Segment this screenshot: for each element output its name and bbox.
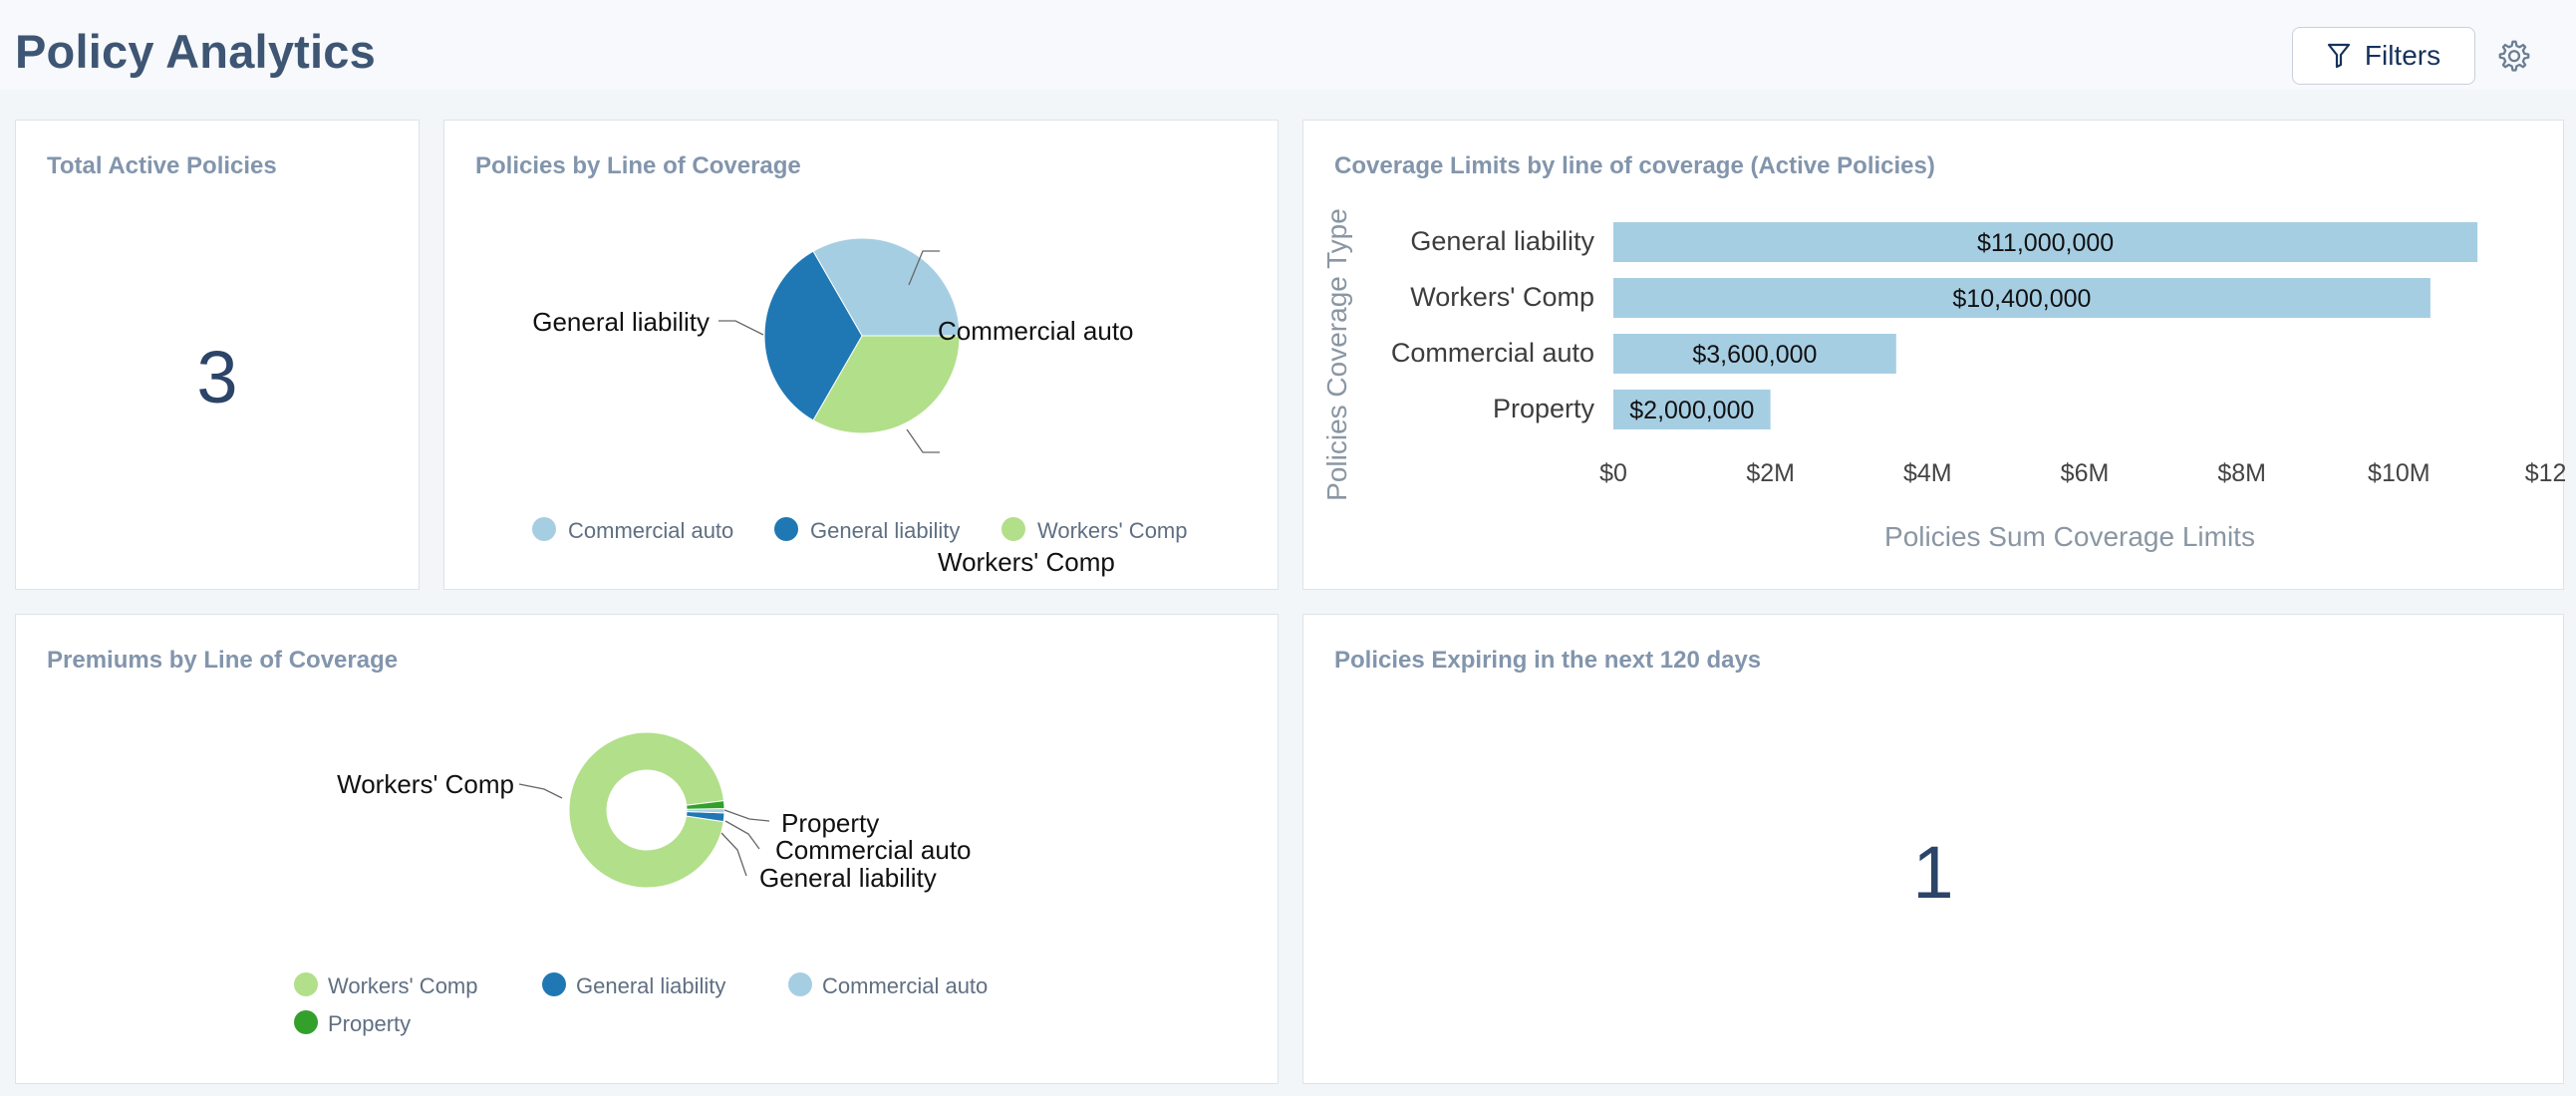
policies-by-line-card: Policies by Line of Coverage Commercial … — [443, 120, 1279, 590]
card-title: Policies by Line of Coverage — [475, 152, 801, 179]
pie-slice-commercial-auto[interactable] — [812, 237, 961, 337]
premiums-donut-chart: Workers' Comp Property Commercial auto G… — [294, 731, 988, 1036]
page-title: Policy Analytics — [15, 25, 376, 78]
total-active-policies-card: Total Active Policies 3 — [15, 120, 420, 590]
pie-label-workers-comp: Workers' Comp — [938, 547, 1115, 577]
pie-label-general-liability: General liability — [532, 307, 710, 337]
pie-slice-general-liability[interactable] — [763, 250, 863, 421]
leader-line-property — [723, 809, 770, 822]
pie-label-commercial-auto: Commercial auto — [938, 316, 1134, 346]
filter-icon — [2327, 43, 2350, 69]
filters-button[interactable]: Filters — [2292, 27, 2475, 85]
total-active-policies-value: 3 — [196, 336, 238, 418]
legend-swatch-general-liability — [542, 972, 566, 996]
x-tick-label: $12M — [2525, 459, 2565, 487]
leader-line-commercial-auto — [724, 820, 760, 850]
card-title: Total Active Policies — [47, 152, 277, 179]
bar-commercial-auto[interactable] — [1613, 334, 1896, 374]
y-axis-title: Policies Coverage Type — [1321, 208, 1352, 501]
x-tick-label: $0 — [1599, 459, 1627, 487]
leader-line-general-liability — [720, 832, 747, 877]
bar-property[interactable] — [1613, 390, 1771, 429]
coverage-limits-bar-chart: Policies Coverage Type Policies Sum Cove… — [1321, 208, 2565, 552]
donut-label-commercial-auto: Commercial auto — [775, 835, 972, 865]
legend-label-general-liability: General liability — [576, 973, 725, 998]
legend-label-commercial-auto: Commercial auto — [568, 518, 733, 543]
legend-swatch-general-liability — [774, 517, 798, 541]
bar-value-label: $3,600,000 — [1692, 341, 1817, 369]
leader-line-ca — [908, 250, 940, 286]
card-title: Policies Expiring in the next 120 days — [1334, 647, 1762, 674]
legend-label-workers-comp: Workers' Comp — [1037, 518, 1188, 543]
filters-button-label: Filters — [2364, 40, 2441, 71]
coverage-limits-card: Coverage Limits by line of coverage (Act… — [1302, 120, 2565, 590]
x-tick-label: $4M — [1903, 459, 1952, 487]
donut-label-workers-comp: Workers' Comp — [337, 769, 514, 799]
bar-value-label: $11,000,000 — [1977, 229, 2114, 257]
legend-label-commercial-auto: Commercial auto — [822, 973, 988, 998]
legend-swatch-commercial-auto — [532, 517, 556, 541]
bar-workers-comp[interactable] — [1613, 278, 2431, 318]
legend-label-property: Property — [328, 1011, 411, 1036]
bar-value-label: $10,400,000 — [1952, 285, 2091, 313]
x-tick-label: $2M — [1746, 459, 1795, 487]
x-tick-label: $10M — [2368, 459, 2431, 487]
pie-slice-workers-comp[interactable] — [812, 335, 961, 434]
policies-expiring-card: Policies Expiring in the next 120 days 1 — [1302, 614, 2564, 1084]
bar-general-liability[interactable] — [1613, 222, 2478, 262]
card-title: Premiums by Line of Coverage — [47, 647, 399, 674]
y-tick-label: Property — [1493, 394, 1595, 423]
policies-pie-chart: Commercial auto General liability Worker… — [532, 237, 1188, 577]
legend-swatch-workers-comp — [294, 972, 318, 996]
donut-slice-property[interactable] — [686, 800, 725, 810]
card-title: Coverage Limits by line of coverage (Act… — [1334, 152, 1935, 179]
y-tick-label: General liability — [1410, 226, 1594, 256]
legend-swatch-workers-comp — [1002, 517, 1025, 541]
leader-line-workers-comp — [518, 783, 563, 799]
y-tick-label: Workers' Comp — [1410, 282, 1594, 312]
x-axis-title: Policies Sum Coverage Limits — [1884, 521, 2255, 552]
bar-value-label: $2,000,000 — [1629, 397, 1754, 424]
legend-label-workers-comp: Workers' Comp — [328, 973, 478, 998]
x-tick-label: $8M — [2217, 459, 2266, 487]
leader-line-wc — [906, 428, 940, 453]
x-tick-label: $6M — [2061, 459, 2110, 487]
page-header: Policy Analytics Filters — [0, 0, 2576, 90]
donut-label-general-liability: General liability — [759, 863, 937, 893]
donut-slice-workers-comp[interactable] — [568, 731, 724, 889]
legend-swatch-property — [294, 1010, 318, 1034]
leader-line-gl — [718, 320, 764, 336]
gear-icon[interactable] — [2496, 38, 2532, 74]
y-tick-label: Commercial auto — [1391, 338, 1594, 368]
policies-expiring-value: 1 — [1912, 831, 1954, 914]
premiums-by-line-card: Premiums by Line of Coverage Workers' Co… — [15, 614, 1279, 1084]
legend-label-general-liability: General liability — [810, 518, 960, 543]
legend-swatch-commercial-auto — [788, 972, 812, 996]
donut-label-property: Property — [781, 808, 879, 838]
